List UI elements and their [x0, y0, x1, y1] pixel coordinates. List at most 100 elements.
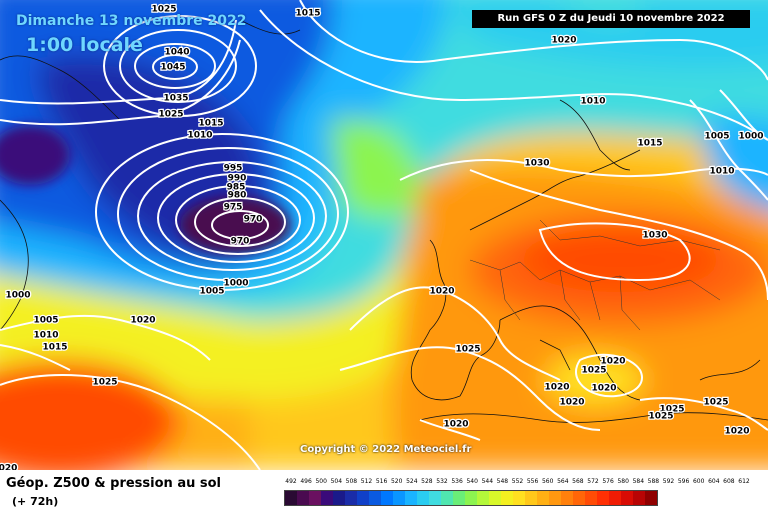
- legend-swatch: [381, 491, 393, 505]
- legend-label: 528: [421, 478, 433, 485]
- isobar-label: 970: [244, 215, 263, 225]
- isobar-label: 1000: [738, 132, 763, 142]
- color-scale-legend: 492 496 500 504 508 512 516 520 524 528 532 536 540 5…: [284, 478, 752, 508]
- legend-swatch: [429, 491, 441, 505]
- footer-bar: Géop. Z500 & pression au sol (+ 72h) 492…: [0, 470, 768, 512]
- isobar-label: 1010: [187, 131, 212, 141]
- legend-swatch: [369, 491, 381, 505]
- legend-swatch: [525, 491, 537, 505]
- isobar-label: 1025: [92, 378, 117, 388]
- legend-swatch: [309, 491, 321, 505]
- isobar-label: 975: [224, 203, 243, 213]
- legend-label: 556: [526, 478, 539, 485]
- legend-swatch: [549, 491, 561, 505]
- isobar-label: 1010: [580, 97, 605, 107]
- legend-bar: [284, 490, 658, 506]
- isobar-label: 1020: [724, 427, 749, 437]
- legend-swatch: [597, 491, 609, 505]
- legend-swatch: [345, 491, 357, 505]
- legend-label: 600: [692, 478, 705, 485]
- isobar-label: 1025: [581, 366, 606, 376]
- isobar-label: 1035: [163, 94, 188, 104]
- legend-labels: 492 496 500 504 508 512 516 520 524 528 532 536 540 5…: [284, 478, 752, 489]
- isobar-label: 1015: [637, 139, 662, 149]
- legend-label: 608: [723, 478, 735, 485]
- isobars: [0, 0, 768, 470]
- legend-label: 504: [330, 478, 343, 485]
- legend-swatch: [285, 491, 297, 505]
- legend-swatch: [585, 491, 597, 505]
- legend-label: 532: [436, 478, 448, 485]
- legend-swatch: [513, 491, 525, 505]
- legend-label: 540: [466, 478, 478, 485]
- isobar-label: 1030: [642, 231, 667, 241]
- legend-swatch: [621, 491, 633, 505]
- legend-label: 612: [738, 478, 750, 485]
- isobar-label: 1015: [295, 9, 320, 19]
- legend-label: 552: [511, 478, 524, 485]
- legend-label: 520: [390, 478, 403, 485]
- legend-label: 560: [541, 478, 554, 485]
- isobar-label: 1025: [648, 412, 673, 422]
- legend-label: 580: [617, 478, 629, 485]
- legend-swatch: [465, 491, 477, 505]
- isobar-label: 1020: [544, 383, 569, 393]
- legend-label: 604: [708, 478, 720, 485]
- legend-swatch: [501, 491, 513, 505]
- isobar-label: 1020: [130, 316, 155, 326]
- legend-label: 576: [602, 478, 614, 485]
- legend-label: 596: [677, 478, 690, 485]
- legend-label: 592: [662, 478, 675, 485]
- isobar-label: 1000: [223, 279, 248, 289]
- legend-swatch: [645, 491, 657, 505]
- legend-swatch: [357, 491, 369, 505]
- legend-label: 568: [572, 478, 584, 485]
- legend-swatch: [609, 491, 621, 505]
- legend-swatch: [537, 491, 549, 505]
- legend-label: 536: [451, 478, 463, 485]
- forecast-hour: (+ 72h): [12, 495, 59, 508]
- legend-label: 508: [345, 478, 358, 485]
- geopotential-field: [0, 0, 768, 470]
- legend-label: 524: [406, 478, 418, 485]
- weather-map: 1025 1015 1020 1040 1045 1035 1025 1015 1010 1010…: [0, 0, 768, 470]
- borders: [469, 219, 721, 331]
- isobar-label: 1025: [151, 5, 176, 15]
- isobar-label: 1010: [709, 167, 734, 177]
- isobar-label: 1015: [198, 119, 223, 129]
- isobar-label: 1020: [559, 398, 584, 408]
- isobar-label: 980: [228, 191, 247, 201]
- isobar-label: 1020: [443, 420, 468, 430]
- isobar-label: 020: [0, 464, 17, 471]
- legend-swatch: [633, 491, 645, 505]
- legend-swatch: [453, 491, 465, 505]
- legend-label: 584: [632, 478, 645, 485]
- legend-swatch: [561, 491, 573, 505]
- isobar-label: 1045: [160, 63, 185, 73]
- isobar-label: 1025: [703, 398, 728, 408]
- isobar-label: 1020: [429, 287, 454, 297]
- isobar-label: 1025: [158, 110, 183, 120]
- isobar-label: 1000: [5, 291, 30, 301]
- legend-swatch: [441, 491, 453, 505]
- legend-label: 564: [557, 478, 569, 485]
- legend-swatch: [297, 491, 309, 505]
- legend-label: 512: [360, 478, 373, 485]
- legend-swatch: [321, 491, 333, 505]
- legend-label: 544: [481, 478, 494, 485]
- legend-swatch: [573, 491, 585, 505]
- legend-swatch: [393, 491, 405, 505]
- isobar-label: 1020: [551, 36, 576, 46]
- legend-label: 496: [300, 478, 312, 485]
- isobar-label: 995: [224, 164, 243, 174]
- isobar-label: 1020: [591, 384, 616, 394]
- legend-swatch: [405, 491, 417, 505]
- isobar-label: 1015: [42, 343, 67, 353]
- isobar-label: 1025: [455, 345, 480, 355]
- legend-label: 548: [496, 478, 509, 485]
- isobar-label: 1005: [199, 287, 224, 297]
- legend-label: 588: [647, 478, 660, 485]
- isobar-label: 1005: [33, 316, 58, 326]
- legend-swatch: [333, 491, 345, 505]
